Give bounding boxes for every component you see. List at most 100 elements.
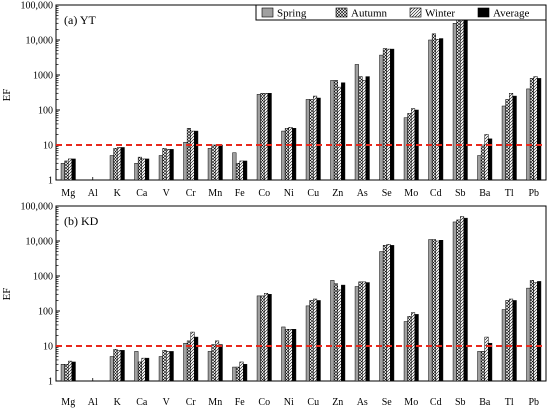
x-tick-label: Mn: [208, 188, 222, 199]
bar-autumn-se: [382, 48, 387, 181]
bar-spring-sb: [452, 23, 457, 181]
bar-spring-ni: [281, 130, 286, 181]
bar-spring-ca: [134, 163, 139, 181]
x-tick-label: Co: [258, 397, 270, 408]
bar-autumn-tl: [505, 99, 510, 181]
x-tick-label: Se: [382, 397, 393, 408]
bar-average-mn: [218, 144, 223, 181]
x-tick-label: Zn: [332, 188, 343, 199]
bar-average-ba: [488, 138, 493, 181]
bar-autumn-pb: [529, 78, 535, 181]
bar-autumn-tl: [505, 300, 510, 382]
bar-spring-mn: [207, 351, 212, 382]
x-tick-label: Sb: [455, 397, 466, 408]
bar-winter-cd: [435, 39, 440, 181]
y-tick-label: 1: [48, 176, 53, 187]
bar-autumn-k: [113, 148, 118, 181]
x-tick-label: Ni: [284, 188, 294, 199]
x-tick-label: Al: [88, 397, 98, 408]
bar-autumn-zn: [333, 283, 338, 382]
bar-winter-pb: [533, 76, 538, 181]
bar-spring-sb: [452, 221, 457, 382]
bar-winter-se: [386, 244, 391, 382]
bar-spring-ba: [477, 351, 482, 382]
bar-winter-fe: [239, 361, 244, 382]
x-tick-label: Pb: [528, 188, 539, 199]
bar-spring-cr: [183, 342, 188, 382]
bar-average-cd: [439, 240, 444, 382]
legend-swatch-spring: [261, 7, 274, 18]
bar-spring-co: [256, 94, 261, 181]
bar-average-k: [120, 350, 125, 382]
bar-autumn-cd: [431, 239, 436, 382]
y-tick-label: 10,000: [26, 237, 54, 248]
x-tick-label: Cd: [430, 397, 442, 408]
bar-autumn-mn: [211, 144, 216, 181]
bar-average-se: [390, 245, 395, 382]
x-tick-label: Mn: [208, 397, 222, 408]
panel-title: (a) YT: [64, 13, 97, 27]
bar-spring-cd: [428, 39, 433, 181]
y-tick-label: 1: [48, 377, 53, 388]
bar-spring-fe: [232, 366, 237, 382]
x-tick-label: Ba: [479, 397, 491, 408]
bar-winter-sb: [460, 216, 465, 382]
bar-average-ni: [292, 329, 297, 382]
x-tick-label: V: [163, 188, 171, 199]
bar-average-v: [169, 149, 174, 181]
y-tick-label: 1000: [33, 71, 53, 82]
bar-winter-v: [166, 351, 171, 382]
bar-spring-co: [256, 295, 261, 382]
bar-autumn-sb: [456, 219, 461, 382]
bar-winter-as: [362, 80, 367, 181]
bar-average-cr: [194, 130, 199, 181]
bar-autumn-ba: [480, 144, 485, 181]
bar-spring-as: [354, 64, 359, 181]
bar-average-pb: [537, 281, 542, 382]
bar-winter-cd: [435, 240, 440, 382]
bar-spring-ca: [134, 351, 139, 382]
bar-average-tl: [512, 300, 517, 382]
bar-autumn-ca: [137, 156, 142, 181]
y-axis-label: EF: [1, 89, 13, 102]
bar-autumn-as: [358, 281, 363, 382]
bar-winter-as: [362, 281, 367, 382]
x-tick-label: Cu: [307, 397, 319, 408]
bar-autumn-mn: [211, 344, 216, 382]
legend-swatch-winter: [409, 7, 422, 18]
bar-average-ni: [292, 128, 297, 181]
bar-spring-mg: [60, 364, 65, 382]
bar-spring-fe: [232, 152, 237, 181]
y-tick-label: 10: [43, 141, 53, 152]
x-tick-label: Cr: [186, 188, 197, 199]
bar-winter-fe: [239, 160, 244, 181]
bar-spring-v: [158, 155, 163, 181]
bar-winter-tl: [509, 93, 514, 181]
bar-spring-se: [379, 54, 384, 181]
bar-autumn-sb: [456, 18, 461, 181]
bar-autumn-k: [113, 349, 118, 382]
bar-autumn-cr: [186, 128, 191, 181]
bar-autumn-se: [382, 245, 387, 382]
bar-winter-zn: [337, 86, 342, 181]
bar-spring-k: [109, 155, 114, 181]
bar-average-cu: [316, 97, 321, 181]
bar-winter-v: [166, 149, 171, 181]
bar-spring-pb: [526, 287, 531, 382]
x-tick-label: Fe: [235, 397, 246, 408]
bar-spring-ba: [477, 155, 482, 181]
bar-average-zn: [341, 284, 346, 382]
bar-autumn-cd: [431, 33, 436, 181]
bar-average-as: [365, 282, 370, 382]
x-tick-label: Mg: [61, 397, 75, 408]
x-tick-label: Fe: [235, 188, 246, 199]
bar-winter-zn: [337, 289, 342, 382]
bar-spring-cu: [305, 99, 310, 181]
legend-swatch-autumn: [335, 7, 348, 18]
y-tick-label: 100: [38, 106, 53, 117]
bar-average-fe: [243, 160, 248, 181]
bar-winter-ca: [141, 357, 146, 382]
bar-spring-ni: [281, 326, 286, 382]
legend-swatch-average: [477, 7, 490, 18]
bar-autumn-ba: [480, 351, 485, 382]
